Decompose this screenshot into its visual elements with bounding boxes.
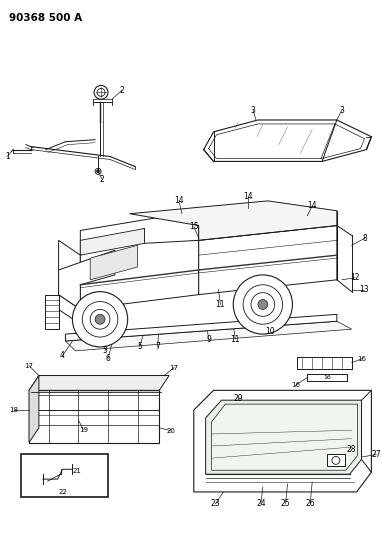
Text: 14: 14 [243,192,253,201]
Text: 12: 12 [350,273,359,282]
Text: 90368 500 A: 90368 500 A [9,13,83,23]
Text: 14: 14 [174,196,184,205]
Text: 27: 27 [372,450,381,459]
Polygon shape [29,390,159,442]
Text: 20: 20 [167,428,176,434]
Text: 6: 6 [105,354,110,364]
Polygon shape [45,295,58,329]
Text: 5: 5 [137,342,142,351]
Bar [327,455,345,466]
Bar [21,455,108,497]
Text: 11: 11 [216,300,225,309]
Polygon shape [58,295,80,324]
Polygon shape [206,400,361,474]
Text: 10: 10 [265,327,275,336]
Polygon shape [29,376,39,442]
Text: 22: 22 [58,489,67,495]
Text: 3: 3 [251,106,256,115]
Text: 25: 25 [281,499,290,508]
Text: 2: 2 [100,175,104,184]
Polygon shape [58,250,115,310]
Text: 16: 16 [323,375,331,380]
Circle shape [73,292,128,347]
Polygon shape [194,390,371,492]
Polygon shape [80,216,199,255]
Circle shape [233,275,293,334]
Text: 1: 1 [5,152,10,161]
Text: 24: 24 [256,499,266,508]
Text: 4: 4 [60,351,65,360]
Polygon shape [80,229,199,310]
Polygon shape [212,404,358,470]
Polygon shape [29,376,169,390]
Text: 13: 13 [360,285,369,294]
Text: 29: 29 [233,394,243,403]
Text: 16: 16 [291,382,300,389]
Text: 21: 21 [73,468,82,474]
Text: 11: 11 [230,335,240,344]
Circle shape [97,170,100,173]
Text: 18: 18 [10,407,19,413]
Polygon shape [58,240,80,310]
Text: 14: 14 [308,201,317,211]
Text: 15: 15 [189,222,199,231]
Polygon shape [80,229,144,255]
Text: 26: 26 [305,499,315,508]
Circle shape [95,314,105,324]
Polygon shape [66,321,352,351]
Text: 8: 8 [362,234,367,243]
Text: 7: 7 [155,342,160,351]
Text: 9: 9 [206,335,211,344]
Text: 19: 19 [79,427,88,433]
Polygon shape [66,314,337,341]
Text: 2: 2 [120,86,124,95]
Text: 28: 28 [347,445,356,454]
Polygon shape [129,201,337,240]
Text: 5: 5 [102,346,107,356]
Text: 23: 23 [211,499,220,508]
Polygon shape [199,225,337,295]
Polygon shape [90,245,138,280]
Text: 16: 16 [357,356,366,362]
Text: 17: 17 [170,365,178,370]
Text: 17: 17 [24,362,34,369]
Circle shape [258,300,268,310]
Text: 3: 3 [339,106,344,115]
